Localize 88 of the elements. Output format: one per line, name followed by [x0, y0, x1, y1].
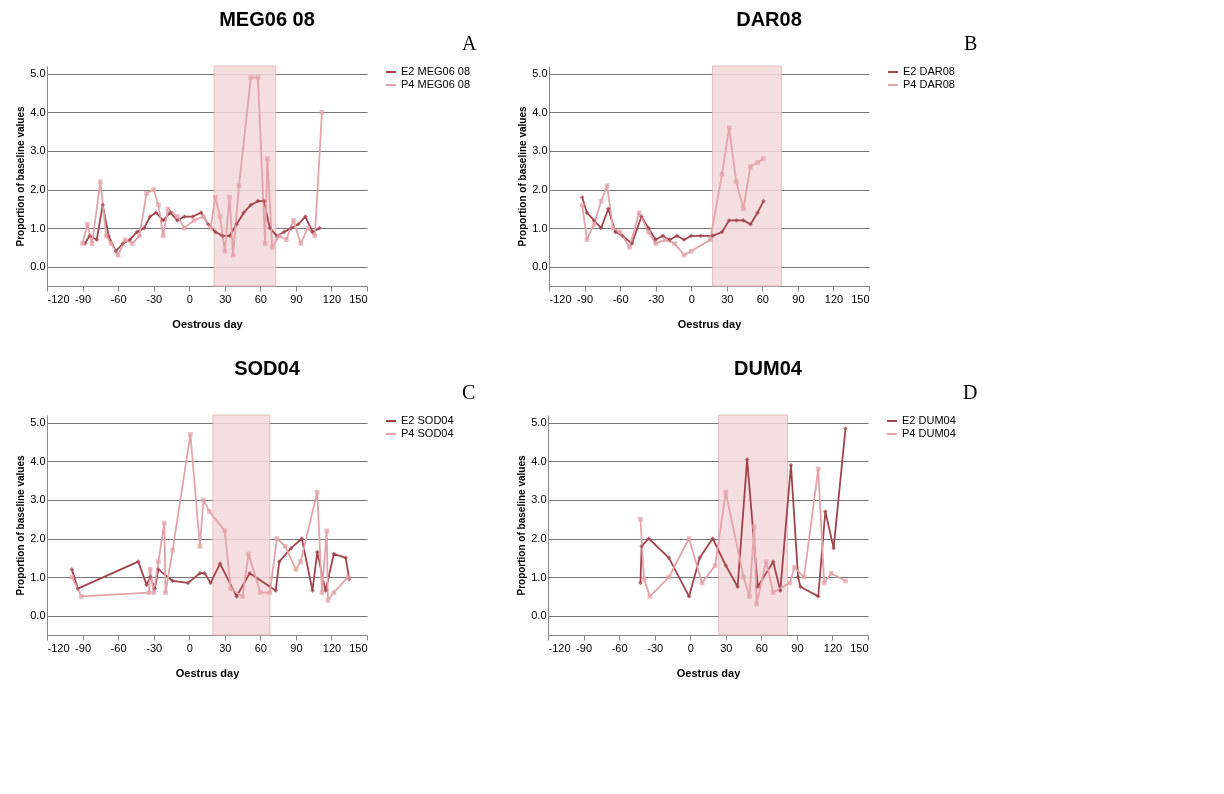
- y-tick-label: 5.0: [531, 416, 547, 429]
- y-tick-label: 1.0: [531, 570, 547, 583]
- y-tick-label: 1.0: [30, 570, 46, 583]
- y-axis-title: Proportion of baseline values: [516, 455, 528, 596]
- legend-label: P4 MEG06 08: [401, 78, 471, 90]
- text: C: [462, 381, 476, 403]
- legend-label: E2 MEG06 08: [401, 65, 471, 77]
- x-tick-label: -60: [611, 641, 628, 654]
- x-axis-title: Oestrus day: [175, 666, 241, 679]
- legend-label: E2 DUM04: [902, 414, 956, 426]
- x-tick-label: 120: [322, 641, 342, 654]
- legend-label: P4 DUM04: [902, 427, 956, 439]
- y-tick-label: 5.0: [532, 67, 548, 80]
- x-tick-label: 90: [290, 641, 303, 654]
- x-tick-label: -90: [75, 292, 92, 305]
- x-tick-label: 60: [254, 641, 267, 654]
- y-tick-label: 0.0: [531, 609, 547, 622]
- x-tick-label: -90: [577, 292, 594, 305]
- text: A: [462, 32, 477, 54]
- x-tick-label: 30: [721, 292, 734, 305]
- x-tick-label: -30: [146, 292, 163, 305]
- y-axis-title: Proportion of baseline values: [517, 106, 529, 247]
- x-tick-label: 60: [756, 292, 769, 305]
- y-tick-label: 3.0: [532, 144, 548, 157]
- x-tick-label: -60: [612, 292, 629, 305]
- x-tick-label: 0: [186, 641, 193, 654]
- x-tick-label: -60: [110, 292, 127, 305]
- y-tick-label: 4.0: [30, 105, 46, 118]
- x-axis-title: Oestrus day: [677, 317, 743, 330]
- y-tick-label: 4.0: [531, 454, 547, 467]
- x-tick-label: 0: [688, 292, 695, 305]
- legend-label: E2 DAR08: [903, 65, 955, 77]
- x-tick-label: 150: [349, 292, 368, 305]
- x-tick-label: -90: [576, 641, 593, 654]
- x-tick-label: -30: [648, 292, 665, 305]
- x-tick-label: 30: [219, 641, 232, 654]
- y-tick-label: 2.0: [30, 532, 46, 545]
- x-tick-label: 0: [687, 641, 694, 654]
- y-tick-label: 2.0: [30, 183, 46, 196]
- chart-title: DUM04: [734, 357, 803, 379]
- x-tick-label: -120: [549, 292, 572, 305]
- y-tick-label: 2.0: [531, 532, 547, 545]
- x-tick-label: 90: [290, 292, 303, 305]
- x-tick-label: 150: [349, 641, 368, 654]
- x-axis-title: Oestrus day: [676, 666, 742, 679]
- y-tick-label: 0.0: [30, 609, 46, 622]
- x-axis-title: Oestrous day: [172, 317, 244, 330]
- x-tick-label: 30: [720, 641, 733, 654]
- y-tick-label: 1.0: [532, 221, 548, 234]
- x-tick-label: -90: [75, 641, 92, 654]
- legend-label: P4 SOD04: [401, 427, 454, 439]
- x-tick-label: 120: [824, 292, 844, 305]
- x-tick-label: 150: [851, 292, 870, 305]
- legend-label: E2 SOD04: [401, 414, 454, 426]
- x-tick-label: -120: [47, 641, 70, 654]
- y-tick-label: 3.0: [30, 493, 46, 506]
- x-tick-label: -120: [47, 292, 70, 305]
- y-axis-title: Proportion of baseline values: [15, 106, 27, 247]
- x-tick-label: -30: [146, 641, 163, 654]
- x-tick-label: -60: [110, 641, 127, 654]
- x-tick-label: 150: [850, 641, 869, 654]
- chart-title: DAR08: [736, 8, 802, 30]
- y-tick-label: 0.0: [532, 260, 548, 273]
- x-tick-label: 120: [322, 292, 342, 305]
- y-tick-label: 3.0: [531, 493, 547, 506]
- text: B: [964, 32, 978, 54]
- x-tick-label: 60: [254, 292, 267, 305]
- x-tick-label: 30: [219, 292, 232, 305]
- y-tick-label: 0.0: [30, 260, 46, 273]
- chart-title: SOD04: [234, 357, 301, 379]
- x-tick-label: 0: [186, 292, 193, 305]
- chart-title: MEG06 08: [219, 8, 315, 30]
- y-tick-label: 4.0: [532, 105, 548, 118]
- y-tick-label: 5.0: [30, 416, 46, 429]
- x-tick-label: 90: [792, 292, 805, 305]
- y-tick-label: 5.0: [30, 67, 46, 80]
- x-tick-label: 90: [791, 641, 804, 654]
- x-tick-label: -30: [647, 641, 664, 654]
- y-tick-label: 3.0: [30, 144, 46, 157]
- y-tick-label: 1.0: [30, 221, 46, 234]
- y-axis-title: Proportion of baseline values: [15, 455, 27, 596]
- y-tick-label: 2.0: [532, 183, 548, 196]
- legend-label: P4 DAR08: [903, 78, 955, 90]
- y-tick-label: 4.0: [30, 454, 46, 467]
- x-tick-label: 60: [755, 641, 768, 654]
- x-tick-label: -120: [548, 641, 571, 654]
- x-tick-label: 120: [823, 641, 843, 654]
- text: D: [963, 381, 978, 403]
